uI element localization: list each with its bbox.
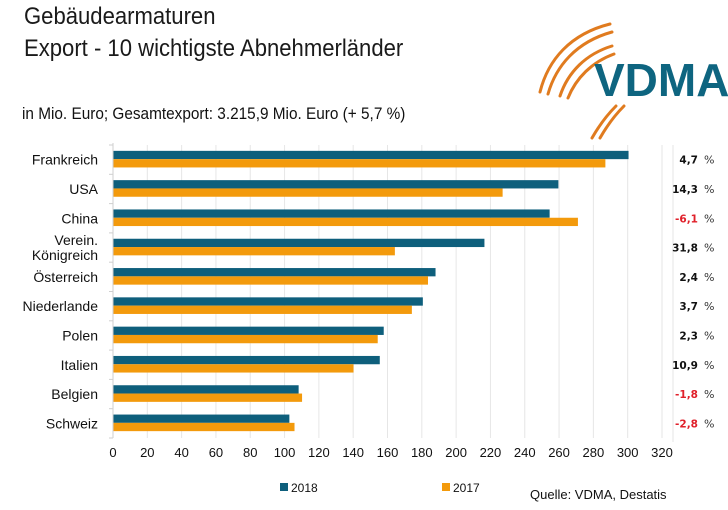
- change-percent-value: 4,7: [679, 155, 698, 167]
- bar-2018: [113, 180, 559, 189]
- category-label: Niederlande: [23, 298, 99, 314]
- bar-2017: [113, 422, 295, 432]
- legend: 2018 2017: [280, 481, 480, 495]
- percent-sign: %: [704, 388, 714, 401]
- x-tick-label: 60: [209, 445, 223, 460]
- change-percent-value: 10,9: [672, 360, 698, 372]
- percent-sign: %: [704, 417, 714, 430]
- change-percent-labels: 4,7 % 14,3 % -6,1 % 31,8 % 2,4 % 3,7 % 2,3 % 10,9 % -1,8…: [672, 154, 714, 431]
- bar-2018: [113, 150, 629, 160]
- legend-label-2017: 2017: [453, 481, 480, 495]
- change-percent-value: -1,8: [675, 389, 698, 401]
- category-label: Österreich: [33, 268, 98, 285]
- percent-sign: %: [704, 300, 714, 313]
- percent-sign: %: [704, 359, 714, 372]
- change-percent-value: 14,3: [672, 184, 698, 196]
- bar-2018: [113, 209, 550, 218]
- bar-2017: [113, 364, 354, 373]
- legend-swatch-2017: [442, 483, 450, 491]
- logo-text: VDMA: [594, 54, 728, 106]
- change-percent-value: 3,7: [679, 301, 698, 313]
- percent-sign: %: [704, 329, 714, 342]
- bars: [113, 150, 629, 432]
- legend-swatch-2018: [280, 483, 288, 491]
- x-tick-label: 80: [243, 445, 257, 460]
- change-percent-value: 2,4: [679, 272, 698, 284]
- x-tick-label: 180: [411, 445, 433, 460]
- chart-subtitle: in Mio. Euro; Gesamtexport: 3.215,9 Mio.…: [22, 105, 406, 123]
- x-tick-label: 0: [109, 445, 116, 460]
- bar-2017: [113, 188, 503, 197]
- x-tick-label: 100: [274, 445, 296, 460]
- percent-sign: %: [704, 154, 714, 167]
- category-label: Schweiz: [46, 415, 98, 431]
- category-label: Italien: [61, 357, 98, 373]
- category-label: Polen: [62, 327, 98, 343]
- legend-label-2018: 2018: [291, 481, 318, 495]
- bar-2018: [113, 297, 423, 306]
- percent-sign: %: [704, 212, 714, 225]
- bar-2017: [113, 276, 428, 285]
- bar-2018: [113, 355, 380, 365]
- vdma-logo: VDMA: [538, 22, 728, 140]
- bar-2018: [113, 414, 290, 423]
- change-percent-value: -6,1: [675, 213, 698, 225]
- x-tick-label: 160: [377, 445, 399, 460]
- bar-2017: [113, 334, 378, 344]
- category-label: China: [61, 210, 98, 226]
- x-tick-label: 240: [514, 445, 536, 460]
- bar-2018: [113, 268, 436, 277]
- bar-2017: [113, 217, 578, 227]
- change-percent-value: 31,8: [672, 243, 698, 255]
- change-percent-value: -2,8: [675, 418, 698, 430]
- bar-2017: [113, 305, 412, 314]
- x-tick-label: 20: [140, 445, 154, 460]
- category-label: Frankreich: [32, 152, 98, 168]
- x-tick-label: 140: [342, 445, 364, 460]
- category-label: USA: [69, 181, 98, 197]
- x-tick-label: 200: [445, 445, 467, 460]
- x-tick-label: 280: [583, 445, 605, 460]
- bar-2017: [113, 393, 303, 402]
- bar-2017: [113, 159, 606, 168]
- chart-title-line2: Export - 10 wichtigste Abnehmerländer: [24, 35, 404, 62]
- bar-2018: [113, 385, 299, 394]
- category-label: Belgien: [51, 386, 98, 402]
- x-tick-label: 40: [174, 445, 188, 460]
- category-label: Verein.: [54, 232, 98, 248]
- change-percent-value: 2,3: [679, 330, 698, 342]
- x-tick-label: 120: [308, 445, 330, 460]
- x-tick-label: 220: [480, 445, 502, 460]
- x-tick-labels: 0 20 40 60 80 100 120 140 160 180 200 220 240 260 280 3…: [109, 445, 672, 460]
- x-tick-label: 320: [651, 445, 673, 460]
- logo-arcs-icon: [538, 22, 626, 140]
- x-tick-label: 300: [617, 445, 639, 460]
- percent-sign: %: [704, 242, 714, 255]
- percent-sign: %: [704, 183, 714, 196]
- bar-2018: [113, 326, 384, 335]
- category-labels: Frankreich USA China Verein.Königreich Öster…: [23, 152, 99, 432]
- bar-2018: [113, 238, 485, 248]
- bar-2017: [113, 247, 395, 256]
- x-tick-label: 260: [548, 445, 570, 460]
- source-note: Quelle: VDMA, Destatis: [530, 487, 667, 502]
- percent-sign: %: [704, 271, 714, 284]
- category-label: Königreich: [32, 247, 98, 263]
- chart-title-line1: Gebäudearmaturen: [24, 3, 216, 30]
- axes: [109, 143, 114, 439]
